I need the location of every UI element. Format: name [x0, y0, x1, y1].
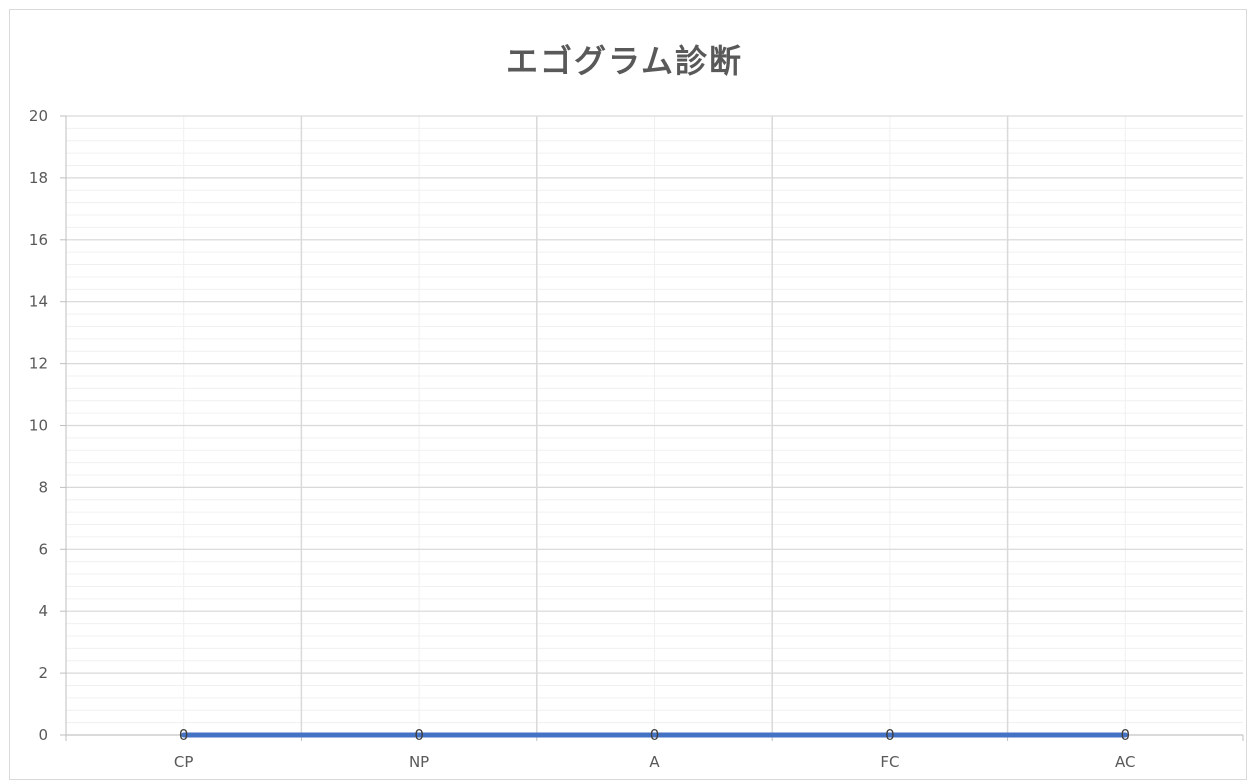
y-tick-label: 6	[38, 540, 48, 558]
data-label: 0	[1121, 726, 1131, 744]
chart-title: エゴグラム診断	[505, 42, 744, 80]
y-tick-label: 8	[38, 478, 48, 496]
y-tick-label: 12	[29, 355, 48, 373]
y-tick-label: 4	[38, 602, 48, 620]
data-point	[416, 732, 422, 738]
y-tick-label: 2	[38, 664, 48, 682]
x-tick-label: A	[649, 753, 660, 771]
y-tick-label: 0	[38, 726, 48, 744]
data-point	[652, 732, 657, 738]
data-point	[1122, 732, 1128, 738]
y-tick-label: 16	[29, 231, 48, 249]
x-tick-label: FC	[880, 753, 899, 771]
data-label: 0	[414, 726, 424, 744]
y-tick-label: 10	[29, 417, 48, 435]
chart-area	[9, 9, 1247, 780]
data-label: 0	[885, 726, 895, 744]
y-tick-label: 20	[29, 107, 48, 125]
y-tick-label: 18	[29, 169, 48, 187]
data-point	[887, 732, 893, 738]
y-tick-label: 14	[29, 293, 48, 311]
data-label: 0	[179, 726, 189, 744]
x-tick-label: AC	[1115, 753, 1135, 771]
data-label: 0	[650, 726, 660, 744]
x-tick-label: CP	[174, 753, 194, 771]
x-tick-label: NP	[409, 753, 429, 771]
data-point	[181, 732, 187, 738]
